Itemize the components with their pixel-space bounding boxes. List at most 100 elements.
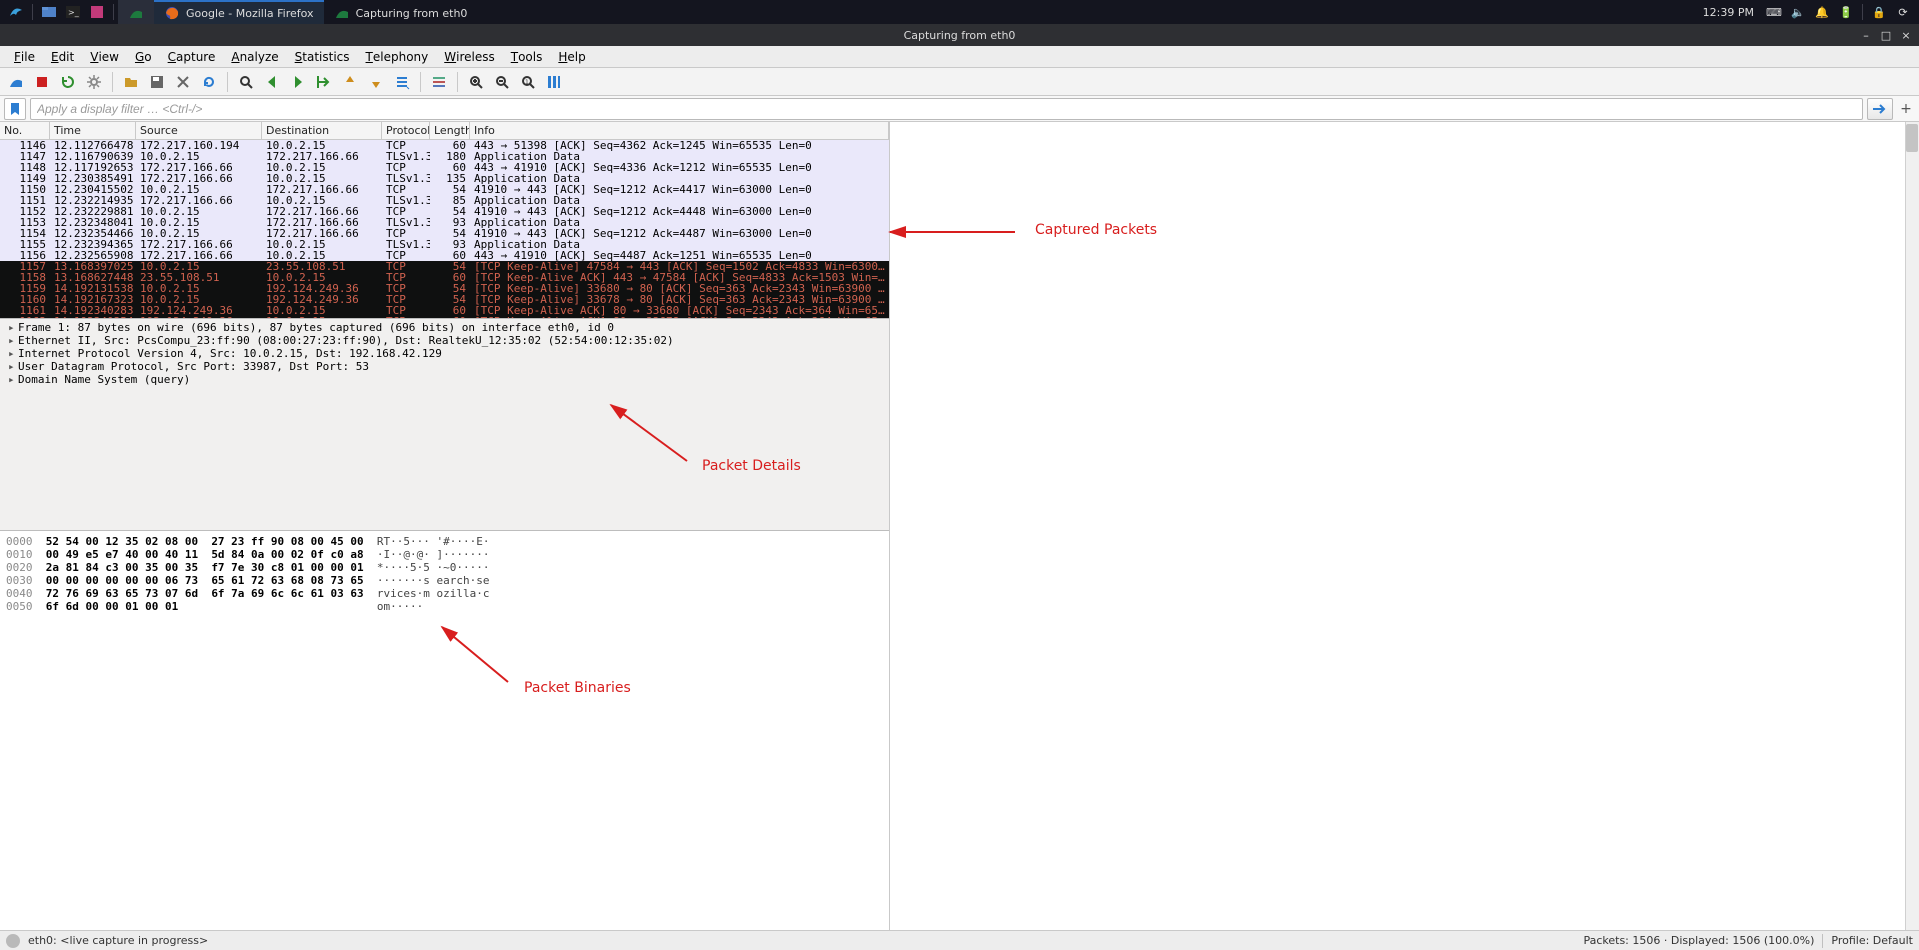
taskbar-app-wireshark-window[interactable]: Capturing from eth0: [324, 0, 478, 24]
menu-bar: FileEditViewGoCaptureAnalyzeStatisticsTe…: [0, 46, 1919, 68]
annotation-label: Packet Binaries: [524, 680, 631, 696]
packet-row[interactable]: 114712.11679063910.0.2.15172.217.166.66T…: [0, 151, 889, 162]
menu-file[interactable]: File: [6, 46, 43, 67]
column-header-length[interactable]: Length: [430, 122, 470, 139]
close-file-button[interactable]: [171, 70, 195, 94]
packet-bytes-pane[interactable]: 0000 52 54 00 12 35 02 08 00 27 23 ff 90…: [0, 530, 889, 930]
column-header-info[interactable]: Info: [470, 122, 889, 139]
detail-tree-item[interactable]: ▸Internet Protocol Version 4, Src: 10.0.…: [0, 347, 889, 360]
window-maximize-button[interactable]: □: [1879, 29, 1893, 42]
column-header-protocol[interactable]: Protocol: [382, 122, 430, 139]
menu-statistics[interactable]: Statistics: [287, 46, 358, 67]
clock[interactable]: 12:39 PM: [1695, 6, 1762, 19]
column-header-source[interactable]: Source: [136, 122, 262, 139]
taskbar-label: Capturing from eth0: [356, 7, 468, 20]
auto-scroll-button[interactable]: [390, 70, 414, 94]
find-packet-button[interactable]: [234, 70, 258, 94]
go-fwd-button[interactable]: [286, 70, 310, 94]
menu-telephony[interactable]: Telephony: [358, 46, 437, 67]
reload-button[interactable]: [197, 70, 221, 94]
taskbar-app-firefox[interactable]: Google - Mozilla Firefox: [154, 0, 324, 24]
menu-help[interactable]: Help: [550, 46, 593, 67]
menu-view[interactable]: View: [82, 46, 127, 67]
status-center: Packets: 1506 · Displayed: 1506 (100.0%): [1583, 934, 1814, 947]
filter-bookmark-button[interactable]: [4, 98, 26, 120]
column-header-destination[interactable]: Destination: [262, 122, 382, 139]
restart-capture-button[interactable]: [56, 70, 80, 94]
menu-go[interactable]: Go: [127, 46, 160, 67]
go-back-button[interactable]: [260, 70, 284, 94]
packet-row[interactable]: 115512.232394365172.217.166.6610.0.2.15T…: [0, 239, 889, 250]
window-close-button[interactable]: ×: [1899, 29, 1913, 42]
detail-tree-item[interactable]: ▸User Datagram Protocol, Src Port: 33987…: [0, 360, 889, 373]
terminal-icon[interactable]: >_: [64, 3, 82, 21]
annotation-label: Captured Packets: [1035, 222, 1157, 238]
window-titlebar[interactable]: Capturing from eth0 – □ ×: [0, 24, 1919, 46]
status-left: eth0: <live capture in progress>: [28, 934, 208, 947]
stop-capture-button[interactable]: [30, 70, 54, 94]
packet-row[interactable]: 115012.23041550210.0.2.15172.217.166.66T…: [0, 184, 889, 195]
start-capture-button[interactable]: [4, 70, 28, 94]
packet-row[interactable]: 116114.192340283192.124.249.3610.0.2.15T…: [0, 305, 889, 316]
filemanager-icon[interactable]: [40, 3, 58, 21]
go-last-button[interactable]: [364, 70, 388, 94]
lock-icon[interactable]: 🔒: [1870, 3, 1888, 21]
packet-row[interactable]: 114912.230385491172.217.166.6610.0.2.15T…: [0, 173, 889, 184]
taskbar-app-wireshark-launcher[interactable]: [118, 0, 154, 24]
resize-cols-button[interactable]: [542, 70, 566, 94]
capture-options-button[interactable]: [82, 70, 106, 94]
zoom-out-button[interactable]: [490, 70, 514, 94]
packet-row[interactable]: 115312.23234804110.0.2.15172.217.166.66T…: [0, 217, 889, 228]
detail-tree-item[interactable]: ▸Domain Name System (query): [0, 373, 889, 386]
menu-analyze[interactable]: Analyze: [223, 46, 286, 67]
desktop-taskbar: >_ Google - Mozilla Firefox Capturing fr…: [0, 0, 1919, 24]
packet-row[interactable]: 115112.232214935172.217.166.6610.0.2.15T…: [0, 195, 889, 206]
sound-icon[interactable]: 🔈: [1789, 3, 1807, 21]
taskbar-label: Google - Mozilla Firefox: [186, 7, 314, 20]
filter-apply-button[interactable]: [1867, 98, 1893, 120]
save-file-button[interactable]: [145, 70, 169, 94]
zoom-in-button[interactable]: [464, 70, 488, 94]
packet-list-header[interactable]: No.TimeSourceDestinationProtocolLengthIn…: [0, 122, 889, 140]
vertical-scrollbar[interactable]: [1905, 122, 1919, 930]
column-header-no[interactable]: No.: [0, 122, 50, 139]
svg-text:>_: >_: [68, 8, 80, 17]
notification-bell-icon[interactable]: 🔔: [1813, 3, 1831, 21]
status-profile[interactable]: Profile: Default: [1831, 934, 1913, 947]
go-first-button[interactable]: [338, 70, 362, 94]
packet-row[interactable]: 115212.23222988110.0.2.15172.217.166.66T…: [0, 206, 889, 217]
packet-row[interactable]: 115412.23235446610.0.2.15172.217.166.66T…: [0, 228, 889, 239]
packet-row[interactable]: 115612.232565908172.217.166.6610.0.2.15T…: [0, 250, 889, 261]
detail-tree-item[interactable]: ▸Frame 1: 87 bytes on wire (696 bits), 8…: [0, 321, 889, 334]
packet-row[interactable]: 115713.16839702510.0.2.1523.55.108.51TCP…: [0, 261, 889, 272]
packet-row[interactable]: 114812.117192653172.217.166.6610.0.2.15T…: [0, 162, 889, 173]
filter-add-button[interactable]: +: [1897, 101, 1915, 117]
packet-row[interactable]: 115813.16862744823.55.108.5110.0.2.15TCP…: [0, 272, 889, 283]
packet-row[interactable]: 114612.112766478172.217.160.19410.0.2.15…: [0, 140, 889, 151]
display-filter-input[interactable]: [30, 98, 1863, 120]
status-bar: eth0: <live capture in progress> Packets…: [0, 930, 1919, 950]
colorize-button[interactable]: [427, 70, 451, 94]
column-header-time[interactable]: Time: [50, 122, 136, 139]
menu-edit[interactable]: Edit: [43, 46, 82, 67]
window-minimize-button[interactable]: –: [1859, 29, 1873, 42]
scrollbar-thumb[interactable]: [1906, 124, 1918, 152]
keyboard-icon[interactable]: ⌨: [1765, 3, 1783, 21]
svg-text:1: 1: [525, 79, 529, 86]
menu-wireless[interactable]: Wireless: [436, 46, 502, 67]
kali-tools-icon[interactable]: [88, 3, 106, 21]
open-file-button[interactable]: [119, 70, 143, 94]
menu-tools[interactable]: Tools: [503, 46, 551, 67]
packet-row[interactable]: 116014.19216732310.0.2.15192.124.249.36T…: [0, 294, 889, 305]
battery-icon[interactable]: 🔋: [1837, 3, 1855, 21]
menu-capture[interactable]: Capture: [160, 46, 224, 67]
go-to-packet-button[interactable]: [312, 70, 336, 94]
detail-tree-item[interactable]: ▸Ethernet II, Src: PcsCompu_23:ff:90 (08…: [0, 334, 889, 347]
packet-details-pane[interactable]: ▸Frame 1: 87 bytes on wire (696 bits), 8…: [0, 318, 889, 530]
power-icon[interactable]: ⟳: [1894, 3, 1912, 21]
display-filter-bar: +: [0, 96, 1919, 122]
packet-row[interactable]: 115914.19213153810.0.2.15192.124.249.36T…: [0, 283, 889, 294]
menu-dragon-icon[interactable]: [7, 3, 25, 21]
expert-info-icon[interactable]: [6, 934, 20, 948]
zoom-reset-button[interactable]: 1: [516, 70, 540, 94]
